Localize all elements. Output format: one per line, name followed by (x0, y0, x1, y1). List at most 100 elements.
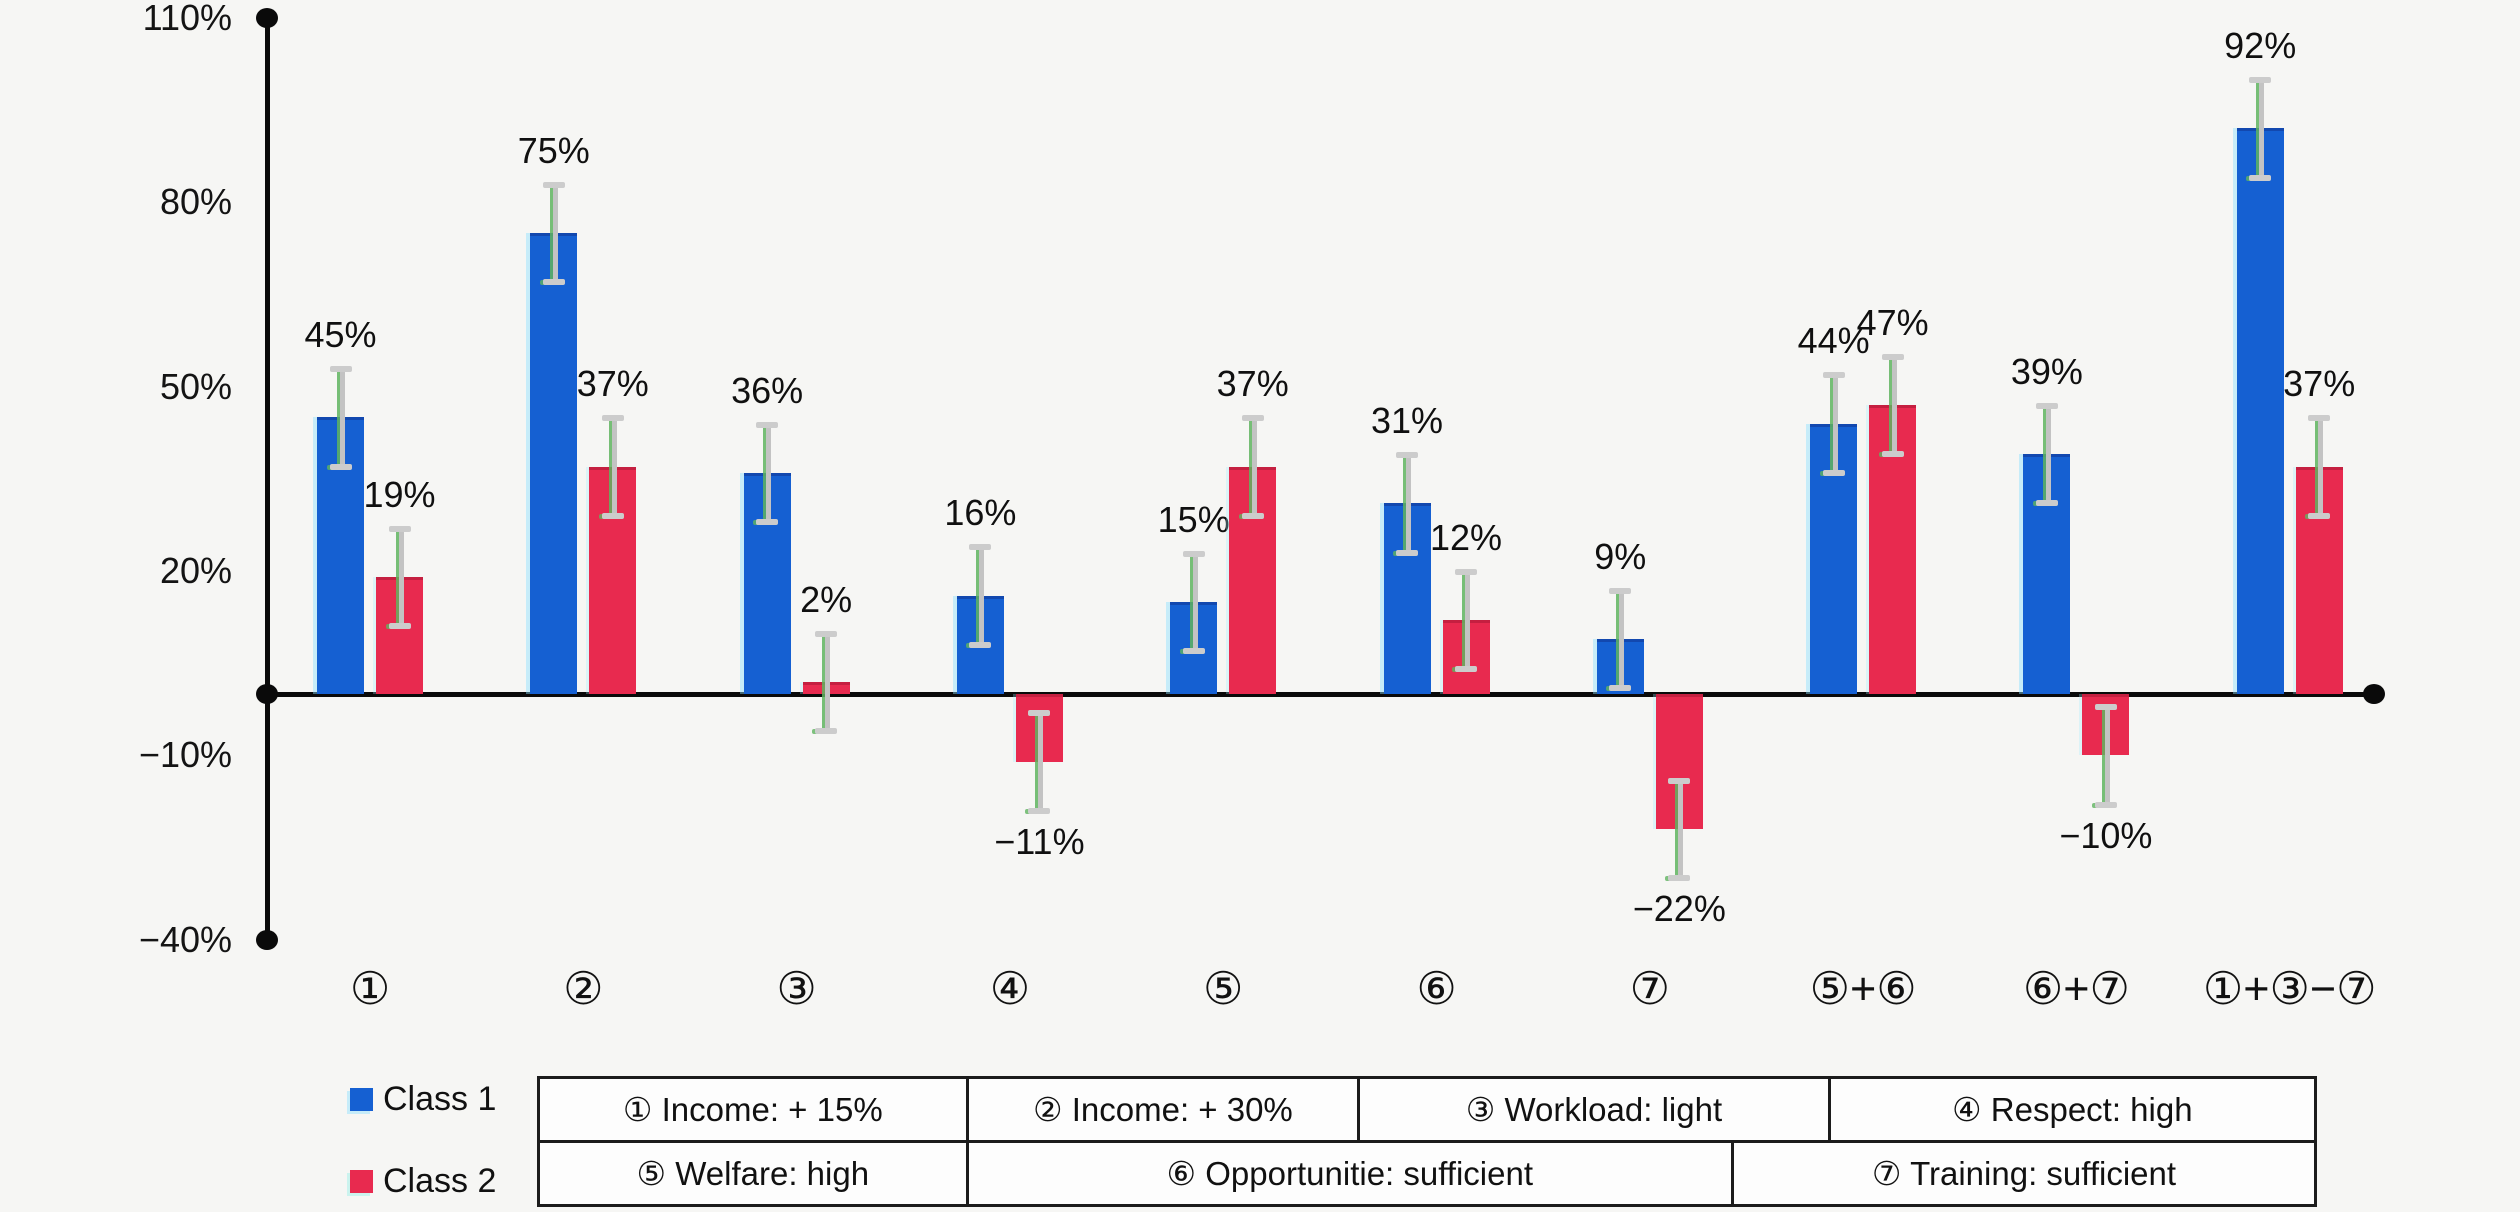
error-cap-top-class2-g5 (1241, 415, 1264, 422)
y-tick-label-110: 110% (142, 0, 232, 38)
error-bar-class1-g9 (2045, 405, 2051, 504)
value-label-class2-g2: 37% (576, 363, 649, 405)
error-cap-bottom-class1-g8 (1822, 469, 1845, 476)
value-label-class1-g6: 31% (1370, 400, 1444, 442)
error-bar-class2-g3 (825, 632, 831, 731)
error-bar-class1-g6 (1406, 454, 1411, 553)
error-cap-top-class1-g9 (2035, 403, 2058, 410)
y-tick-label-80: 80% (159, 181, 232, 223)
value-label-class1-g1: 45% (304, 314, 377, 356)
category-label-g5: ⑤ (1203, 963, 1244, 1014)
value-label-class2-g8: 47% (1856, 301, 1929, 343)
error-cap-top-class2-g9 (2094, 704, 2117, 711)
error-bar-class2-g5 (1251, 417, 1257, 516)
error-bar-class2-g8 (1891, 355, 1897, 455)
key-table-cell-r2c2: ⑥ Opportunitie: sufficient (965, 1143, 1731, 1204)
y-axis-line (264, 15, 270, 942)
value-label-class1-g2: 75% (517, 129, 590, 171)
error-cap-top-class1-g2 (542, 181, 565, 188)
error-cap-bottom-class2-g8 (1881, 451, 1904, 458)
error-cap-top-class2-g10 (2308, 415, 2331, 422)
error-bar-class2-g10 (2318, 417, 2324, 516)
error-cap-bottom-class1-g2 (542, 279, 565, 286)
category-label-g1: ① (349, 963, 391, 1014)
error-cap-bottom-class1-g9 (2035, 500, 2058, 507)
error-cap-top-class1-g7 (1609, 587, 1632, 594)
error-bar-class2-g9 (2104, 706, 2110, 805)
key-table-cell-r1c1: ① Income: + 15% (622, 1091, 883, 1128)
value-label-class2-g3: 2% (800, 578, 853, 620)
error-bar-green-class2-g3 (822, 632, 828, 731)
error-bar-class1-g10 (2259, 79, 2265, 178)
error-bar-class2-g2 (611, 417, 617, 516)
key-table-cell-r2c1: ⑤ Welfare: high (636, 1155, 870, 1192)
error-bar-class1-g2 (552, 183, 558, 283)
error-bar-class1-g8 (1832, 374, 1838, 473)
error-cap-bottom-class2-g10 (2308, 512, 2331, 519)
y-tick-label-20: 20% (159, 550, 232, 592)
error-bar-class2-g1 (398, 528, 404, 627)
error-cap-bottom-class1-g1 (329, 463, 352, 470)
error-cap-bottom-class2-g7 (1668, 875, 1691, 882)
legend-label-class1: Class 1 (383, 1080, 497, 1118)
error-bar-green-class1-g6 (1403, 454, 1408, 553)
error-cap-top-class1-g1 (329, 366, 352, 373)
error-bar-green-class1-g4 (976, 546, 982, 645)
category-key-table: ① Income: + 15% ② Income: + 30% ③ Workload… (537, 1076, 2317, 1207)
value-label-class2-g6: 12% (1429, 517, 1503, 559)
value-label-class1-g7: 9% (1594, 535, 1647, 577)
error-bar-class1-g1 (339, 368, 345, 467)
key-table-cell-r1c4: ④ Respect: high (1827, 1079, 2314, 1140)
error-cap-bottom-class2-g3 (815, 727, 838, 734)
error-bar-class1-g5 (1192, 552, 1198, 651)
error-cap-top-class2-g2 (601, 415, 624, 422)
category-label-g6: ⑥ (1416, 963, 1457, 1014)
value-label-class2-g9: −10% (2059, 814, 2153, 856)
value-label-class2-g10: 37% (2283, 363, 2356, 405)
key-table-row-1: ① Income: + 15% ② Income: + 30% ③ Workload… (540, 1079, 2314, 1140)
axis-dot-origin (256, 684, 278, 704)
error-cap-bottom-class2-g4 (1028, 807, 1051, 814)
error-cap-bottom-class1-g6 (1396, 549, 1418, 556)
legend-item-class2: Class 2 (350, 1163, 496, 1199)
value-label-class1-g9: 39% (2010, 351, 2083, 393)
category-label-g2: ② (563, 963, 604, 1014)
value-label-class1-g8: 44% (1797, 320, 1870, 362)
category-label-g3: ③ (776, 963, 817, 1014)
x-axis-line (267, 691, 2382, 697)
error-cap-top-class2-g6 (1455, 569, 1477, 576)
key-table-cell-r2c3: ⑦ Training: sufficient (1730, 1143, 2314, 1204)
error-bar-green-class2-g5 (1248, 417, 1254, 516)
value-label-class1-g4: 16% (944, 492, 1017, 534)
error-bar-class1-g4 (979, 546, 985, 645)
category-label-g4: ④ (989, 963, 1031, 1014)
error-cap-bottom-class2-g9 (2094, 801, 2117, 808)
error-bar-class2-g4 (1038, 712, 1044, 811)
axis-dot-x-end (2363, 684, 2385, 704)
error-cap-top-class2-g4 (1028, 710, 1051, 717)
error-cap-bottom-class1-g3 (756, 518, 779, 525)
error-cap-bottom-class1-g7 (1609, 684, 1632, 691)
error-cap-bottom-class2-g5 (1241, 512, 1264, 519)
error-bar-green-class1-g5 (1189, 552, 1195, 651)
category-label-g9: ⑥+⑦ (2022, 963, 2130, 1014)
bar-class1-g10 (2236, 128, 2284, 694)
error-bar-green-class1-g2 (549, 183, 555, 283)
error-cap-bottom-class2-g1 (388, 623, 411, 630)
value-label-class2-g1: 19% (363, 474, 436, 516)
error-bar-green-class2-g4 (1035, 712, 1041, 811)
value-label-class1-g3: 36% (731, 369, 804, 411)
category-label-g8: ⑤+⑥ (1809, 963, 1917, 1014)
error-bar-green-class1-g7 (1616, 589, 1622, 688)
legend-label-class2: Class 2 (383, 1162, 497, 1200)
error-cap-top-class2-g8 (1881, 353, 1904, 360)
value-label-class2-g5: 37% (1216, 363, 1289, 405)
y-tick-label--10: −10% (138, 734, 232, 776)
value-label-class2-g4: −11% (994, 820, 1085, 862)
error-cap-top-class1-g6 (1396, 452, 1418, 459)
key-table-cell-r1c3: ③ Workload: light (1357, 1079, 1827, 1140)
error-bar-green-class2-g8 (1888, 355, 1894, 455)
error-cap-top-class2-g1 (388, 526, 411, 533)
